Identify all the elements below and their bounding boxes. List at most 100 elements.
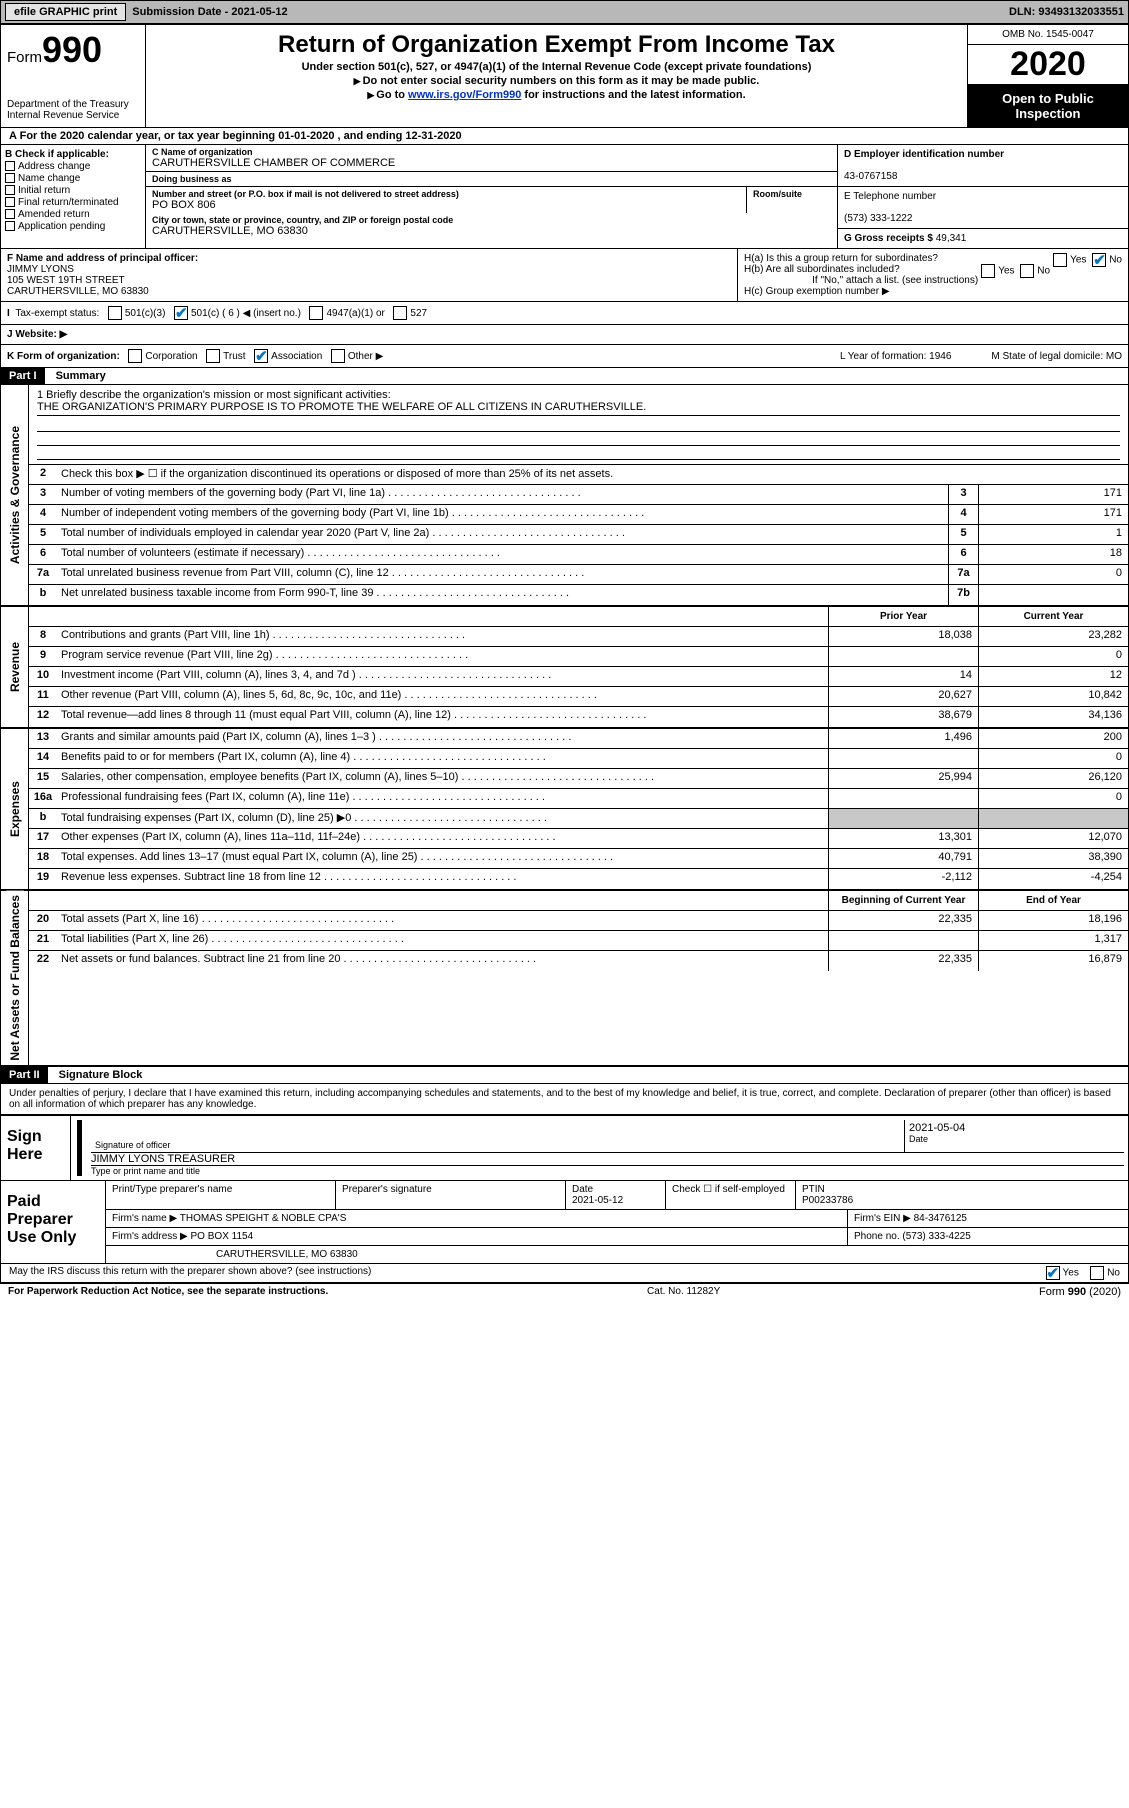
row-k-form-org: K Form of organization: Corporation Trus… <box>1 345 1128 368</box>
officer-city: CARUTHERSVILLE, MO 63830 <box>7 286 149 297</box>
ha-no[interactable] <box>1092 253 1106 267</box>
side-label-net-assets: Net Assets or Fund Balances <box>6 891 24 1065</box>
gov-line-5: 5Total number of individuals employed in… <box>29 525 1128 545</box>
exp-line-17: 17Other expenses (Part IX, column (A), l… <box>29 829 1128 849</box>
chk-name-change[interactable]: Name change <box>5 173 141 184</box>
page-footer: For Paperwork Reduction Act Notice, see … <box>0 1284 1129 1300</box>
paid-preparer-label: Paid Preparer Use Only <box>1 1181 106 1263</box>
section-net-assets: Net Assets or Fund Balances Beginning of… <box>1 891 1128 1067</box>
hb-yes[interactable] <box>981 264 995 278</box>
gov-line-3: 3Number of voting members of the governi… <box>29 485 1128 505</box>
ptin: P00233786 <box>802 1195 853 1206</box>
org-city: CARUTHERSVILLE, MO 63830 <box>152 225 831 237</box>
row-a-tax-year: A For the 2020 calendar year, or tax yea… <box>1 128 1128 145</box>
exp-line-19: 19Revenue less expenses. Subtract line 1… <box>29 869 1128 889</box>
gov-line-7a: 7aTotal unrelated business revenue from … <box>29 565 1128 585</box>
chk-501c[interactable] <box>174 306 188 320</box>
efile-button[interactable]: efile GRAPHIC print <box>5 3 126 21</box>
prep-date: 2021-05-12 <box>572 1195 623 1206</box>
firm-addr2: CARUTHERSVILLE, MO 63830 <box>106 1246 1128 1263</box>
org-name: CARUTHERSVILLE CHAMBER OF COMMERCE <box>152 157 831 169</box>
tax-year: 2020 <box>968 45 1128 85</box>
row-i-tax-exempt: I Tax-exempt status: 501(c)(3) 501(c) ( … <box>1 302 1128 325</box>
q2-checkbox: Check this box ▶ ☐ if the organization d… <box>57 465 1128 484</box>
rev-line-8: 8Contributions and grants (Part VIII, li… <box>29 627 1128 647</box>
net-line-21: 21Total liabilities (Part X, line 26) 1,… <box>29 931 1128 951</box>
sign-here-block: Sign Here Signature of officer 2021-05-0… <box>1 1115 1128 1181</box>
form-footer: Form 990 (2020) <box>1039 1286 1121 1298</box>
chk-trust[interactable] <box>206 349 220 363</box>
discuss-no[interactable] <box>1090 1266 1104 1280</box>
row-j-website: J Website: ▶ <box>1 325 1128 345</box>
part-ii-header: Part II Signature Block <box>1 1067 1128 1084</box>
box-c: C Name of organization CARUTHERSVILLE CH… <box>146 145 838 248</box>
box-h: H(a) Is this a group return for subordin… <box>738 249 1128 301</box>
chk-initial-return[interactable]: Initial return <box>5 185 141 196</box>
fh-row: F Name and address of principal officer:… <box>1 249 1128 302</box>
revenue-col-headers: Prior Year Current Year <box>29 607 1128 627</box>
exp-line-15: 15Salaries, other compensation, employee… <box>29 769 1128 789</box>
officer-name-title: JIMMY LYONS TREASURER <box>91 1153 1124 1165</box>
cat-no: Cat. No. 11282Y <box>647 1286 720 1298</box>
ein: 43-0767158 <box>844 171 897 182</box>
header-right: OMB No. 1545-0047 2020 Open to Public In… <box>968 25 1128 127</box>
firm-name: THOMAS SPEIGHT & NOBLE CPA'S <box>180 1213 347 1224</box>
gross-receipts: 49,341 <box>936 233 967 244</box>
chk-address-change[interactable]: Address change <box>5 161 141 172</box>
form-990: Form990 Department of the Treasury Inter… <box>0 24 1129 1284</box>
exp-line-13: 13Grants and similar amounts paid (Part … <box>29 729 1128 749</box>
ha-yes[interactable] <box>1053 253 1067 267</box>
chk-self-employed[interactable]: Check ☐ if self-employed <box>666 1181 796 1209</box>
gov-line-6: 6Total number of volunteers (estimate if… <box>29 545 1128 565</box>
pra-notice: For Paperwork Reduction Act Notice, see … <box>8 1286 328 1298</box>
org-info-grid: B Check if applicable: Address change Na… <box>1 145 1128 249</box>
chk-corp[interactable] <box>128 349 142 363</box>
sign-arrow-icon <box>77 1120 82 1176</box>
officer-name: JIMMY LYONS <box>7 264 74 275</box>
side-label-governance: Activities & Governance <box>6 422 24 568</box>
dln: DLN: 93493132033551 <box>1009 6 1124 18</box>
net-col-headers: Beginning of Current Year End of Year <box>29 891 1128 911</box>
chk-501c3[interactable] <box>108 306 122 320</box>
discuss-yes[interactable] <box>1046 1266 1060 1280</box>
state-domicile: M State of legal domicile: MO <box>991 351 1122 362</box>
chk-527[interactable] <box>393 306 407 320</box>
header-left: Form990 Department of the Treasury Inter… <box>1 25 146 127</box>
year-formation: L Year of formation: 1946 <box>840 351 951 362</box>
chk-final-return[interactable]: Final return/terminated <box>5 197 141 208</box>
chk-4947[interactable] <box>309 306 323 320</box>
chk-application-pending[interactable]: Application pending <box>5 221 141 232</box>
omb-number: OMB No. 1545-0047 <box>968 25 1128 45</box>
rev-line-11: 11Other revenue (Part VIII, column (A), … <box>29 687 1128 707</box>
firm-ein: 84-3476125 <box>914 1213 967 1224</box>
form-title: Return of Organization Exempt From Incom… <box>154 31 959 59</box>
submission-date-label: Submission Date - 2021-05-12 <box>132 6 287 18</box>
officer-street: 105 WEST 19TH STREET <box>7 275 125 286</box>
form-subtitle: Under section 501(c), 527, or 4947(a)(1)… <box>154 61 959 73</box>
rev-line-12: 12Total revenue—add lines 8 through 11 (… <box>29 707 1128 727</box>
box-b: B Check if applicable: Address change Na… <box>1 145 146 248</box>
box-deg: D Employer identification number 43-0767… <box>838 145 1128 248</box>
firm-addr: PO BOX 1154 <box>191 1231 254 1242</box>
telephone: (573) 333-1222 <box>844 213 912 224</box>
net-line-22: 22Net assets or fund balances. Subtract … <box>29 951 1128 971</box>
note-goto: Go to www.irs.gov/Form990 for instructio… <box>154 89 959 101</box>
section-revenue: Revenue Prior Year Current Year 8Contrib… <box>1 607 1128 729</box>
chk-amended-return[interactable]: Amended return <box>5 209 141 220</box>
perjury-declaration: Under penalties of perjury, I declare th… <box>1 1084 1128 1115</box>
chk-assoc[interactable] <box>254 349 268 363</box>
chk-other[interactable] <box>331 349 345 363</box>
part-i-header: Part I Summary <box>1 368 1128 385</box>
firm-phone: (573) 333-4225 <box>902 1231 970 1242</box>
note-ssn: Do not enter social security numbers on … <box>154 75 959 87</box>
exp-line-b: bTotal fundraising expenses (Part IX, co… <box>29 809 1128 829</box>
topbar: efile GRAPHIC print Submission Date - 20… <box>0 0 1129 24</box>
rev-line-9: 9Program service revenue (Part VIII, lin… <box>29 647 1128 667</box>
sign-here-label: Sign Here <box>1 1116 71 1180</box>
open-inspection: Open to Public Inspection <box>968 85 1128 127</box>
gov-line-4: 4Number of independent voting members of… <box>29 505 1128 525</box>
section-expenses: Expenses 13Grants and similar amounts pa… <box>1 729 1128 891</box>
hb-no[interactable] <box>1020 264 1034 278</box>
irs-link[interactable]: www.irs.gov/Form990 <box>408 89 521 101</box>
net-line-20: 20Total assets (Part X, line 16) 22,3351… <box>29 911 1128 931</box>
